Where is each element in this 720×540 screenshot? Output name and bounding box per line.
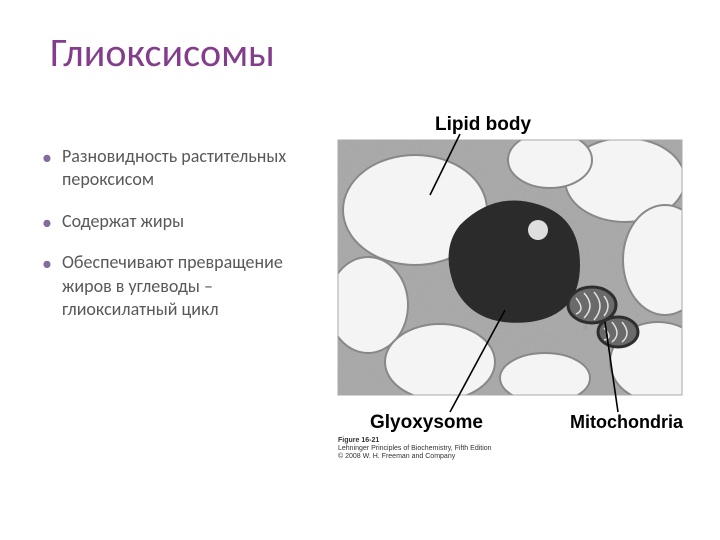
bullet-list: Разновидность растительных пероксисом Сод… bbox=[40, 145, 310, 339]
label-glyoxysome: Glyoxysome bbox=[370, 412, 483, 433]
page-title: Глиоксисомы bbox=[50, 28, 275, 77]
bullet-item: Обеспечивают превращение жиров в углевод… bbox=[40, 251, 310, 321]
label-lipid-body: Lipid body bbox=[435, 114, 531, 135]
caption-copyright: © 2008 W. H. Freeman and Company bbox=[338, 452, 456, 460]
bullet-item: Разновидность растительных пероксисом bbox=[40, 145, 310, 192]
label-mitochondria: Mitochondria bbox=[570, 412, 684, 432]
caption-book: Lehninger Principles of Biochemistry, Fi… bbox=[338, 445, 492, 452]
micrograph-svg: Lipid body Glyoxysome Mitochondria Figur… bbox=[320, 110, 700, 460]
micrograph-figure: Lipid body Glyoxysome Mitochondria Figur… bbox=[320, 110, 700, 460]
bullet-item: Содержат жиры bbox=[40, 210, 310, 233]
caption-fig: Figure 16-21 bbox=[338, 437, 379, 444]
micrograph-content bbox=[328, 132, 700, 403]
